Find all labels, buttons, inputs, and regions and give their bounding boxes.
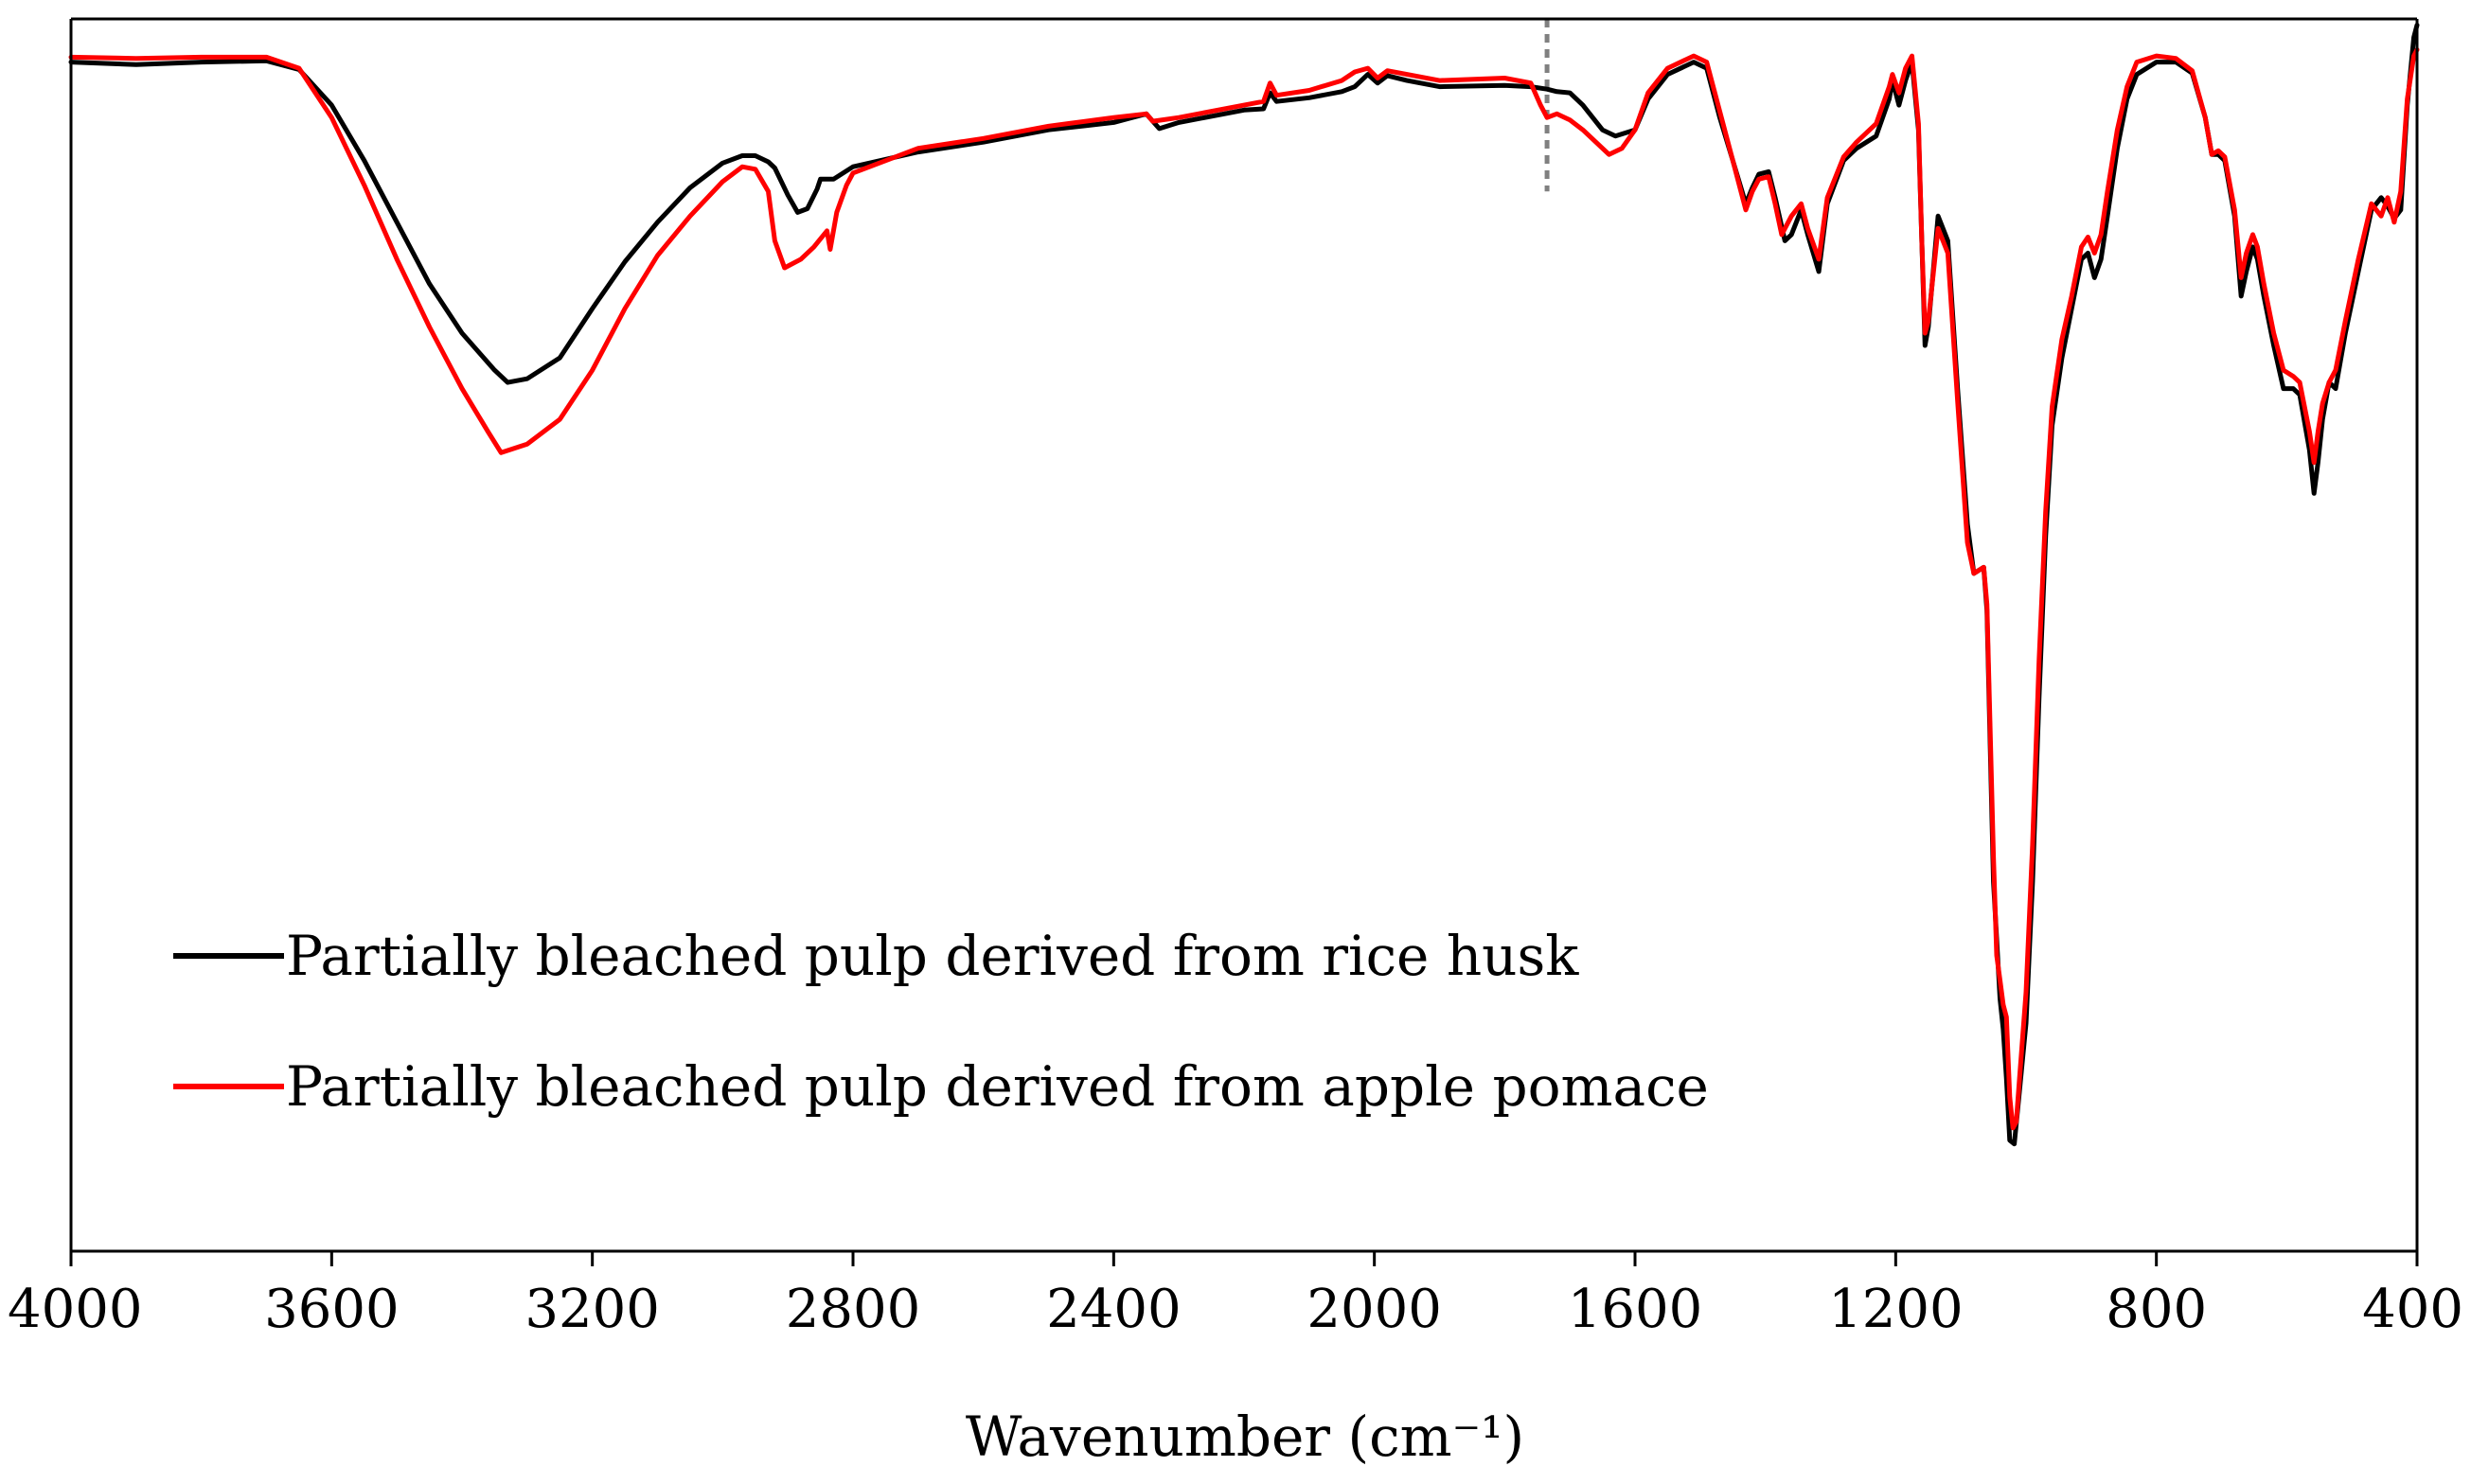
- x-tick-label-1: 3600: [264, 1279, 400, 1340]
- plot-frame: [69, 17, 2419, 1253]
- x-tick-label-6: 1600: [1568, 1279, 1703, 1340]
- x-tick-label-3: 2800: [786, 1279, 921, 1340]
- x-tick-label-7: 1200: [1828, 1279, 1964, 1340]
- legend-label-1: Partially bleached pulp derived from app…: [286, 1054, 1709, 1119]
- x-tick-label-9: 400: [2362, 1279, 2463, 1340]
- x-tick-label-5: 2000: [1307, 1279, 1442, 1340]
- legend-label-0: Partially bleached pulp derived from ric…: [286, 924, 1579, 988]
- x-tick-label-8: 800: [2106, 1279, 2207, 1340]
- x-tick-label-0: 4000: [8, 1279, 143, 1340]
- legend: Partially bleached pulp derived from ric…: [173, 924, 1709, 1119]
- x-axis-ticks: 4000 3600 3200 2800 2400 2000 1600 1200 800 400: [8, 1251, 2463, 1340]
- x-axis-title: Wavenumber (cm⁻¹): [966, 1404, 1524, 1469]
- x-tick-label-4: 2400: [1046, 1279, 1182, 1340]
- x-tick-label-2: 3200: [524, 1279, 660, 1340]
- series-line-1: [68, 47, 2420, 1131]
- series-lines: [68, 23, 2420, 1147]
